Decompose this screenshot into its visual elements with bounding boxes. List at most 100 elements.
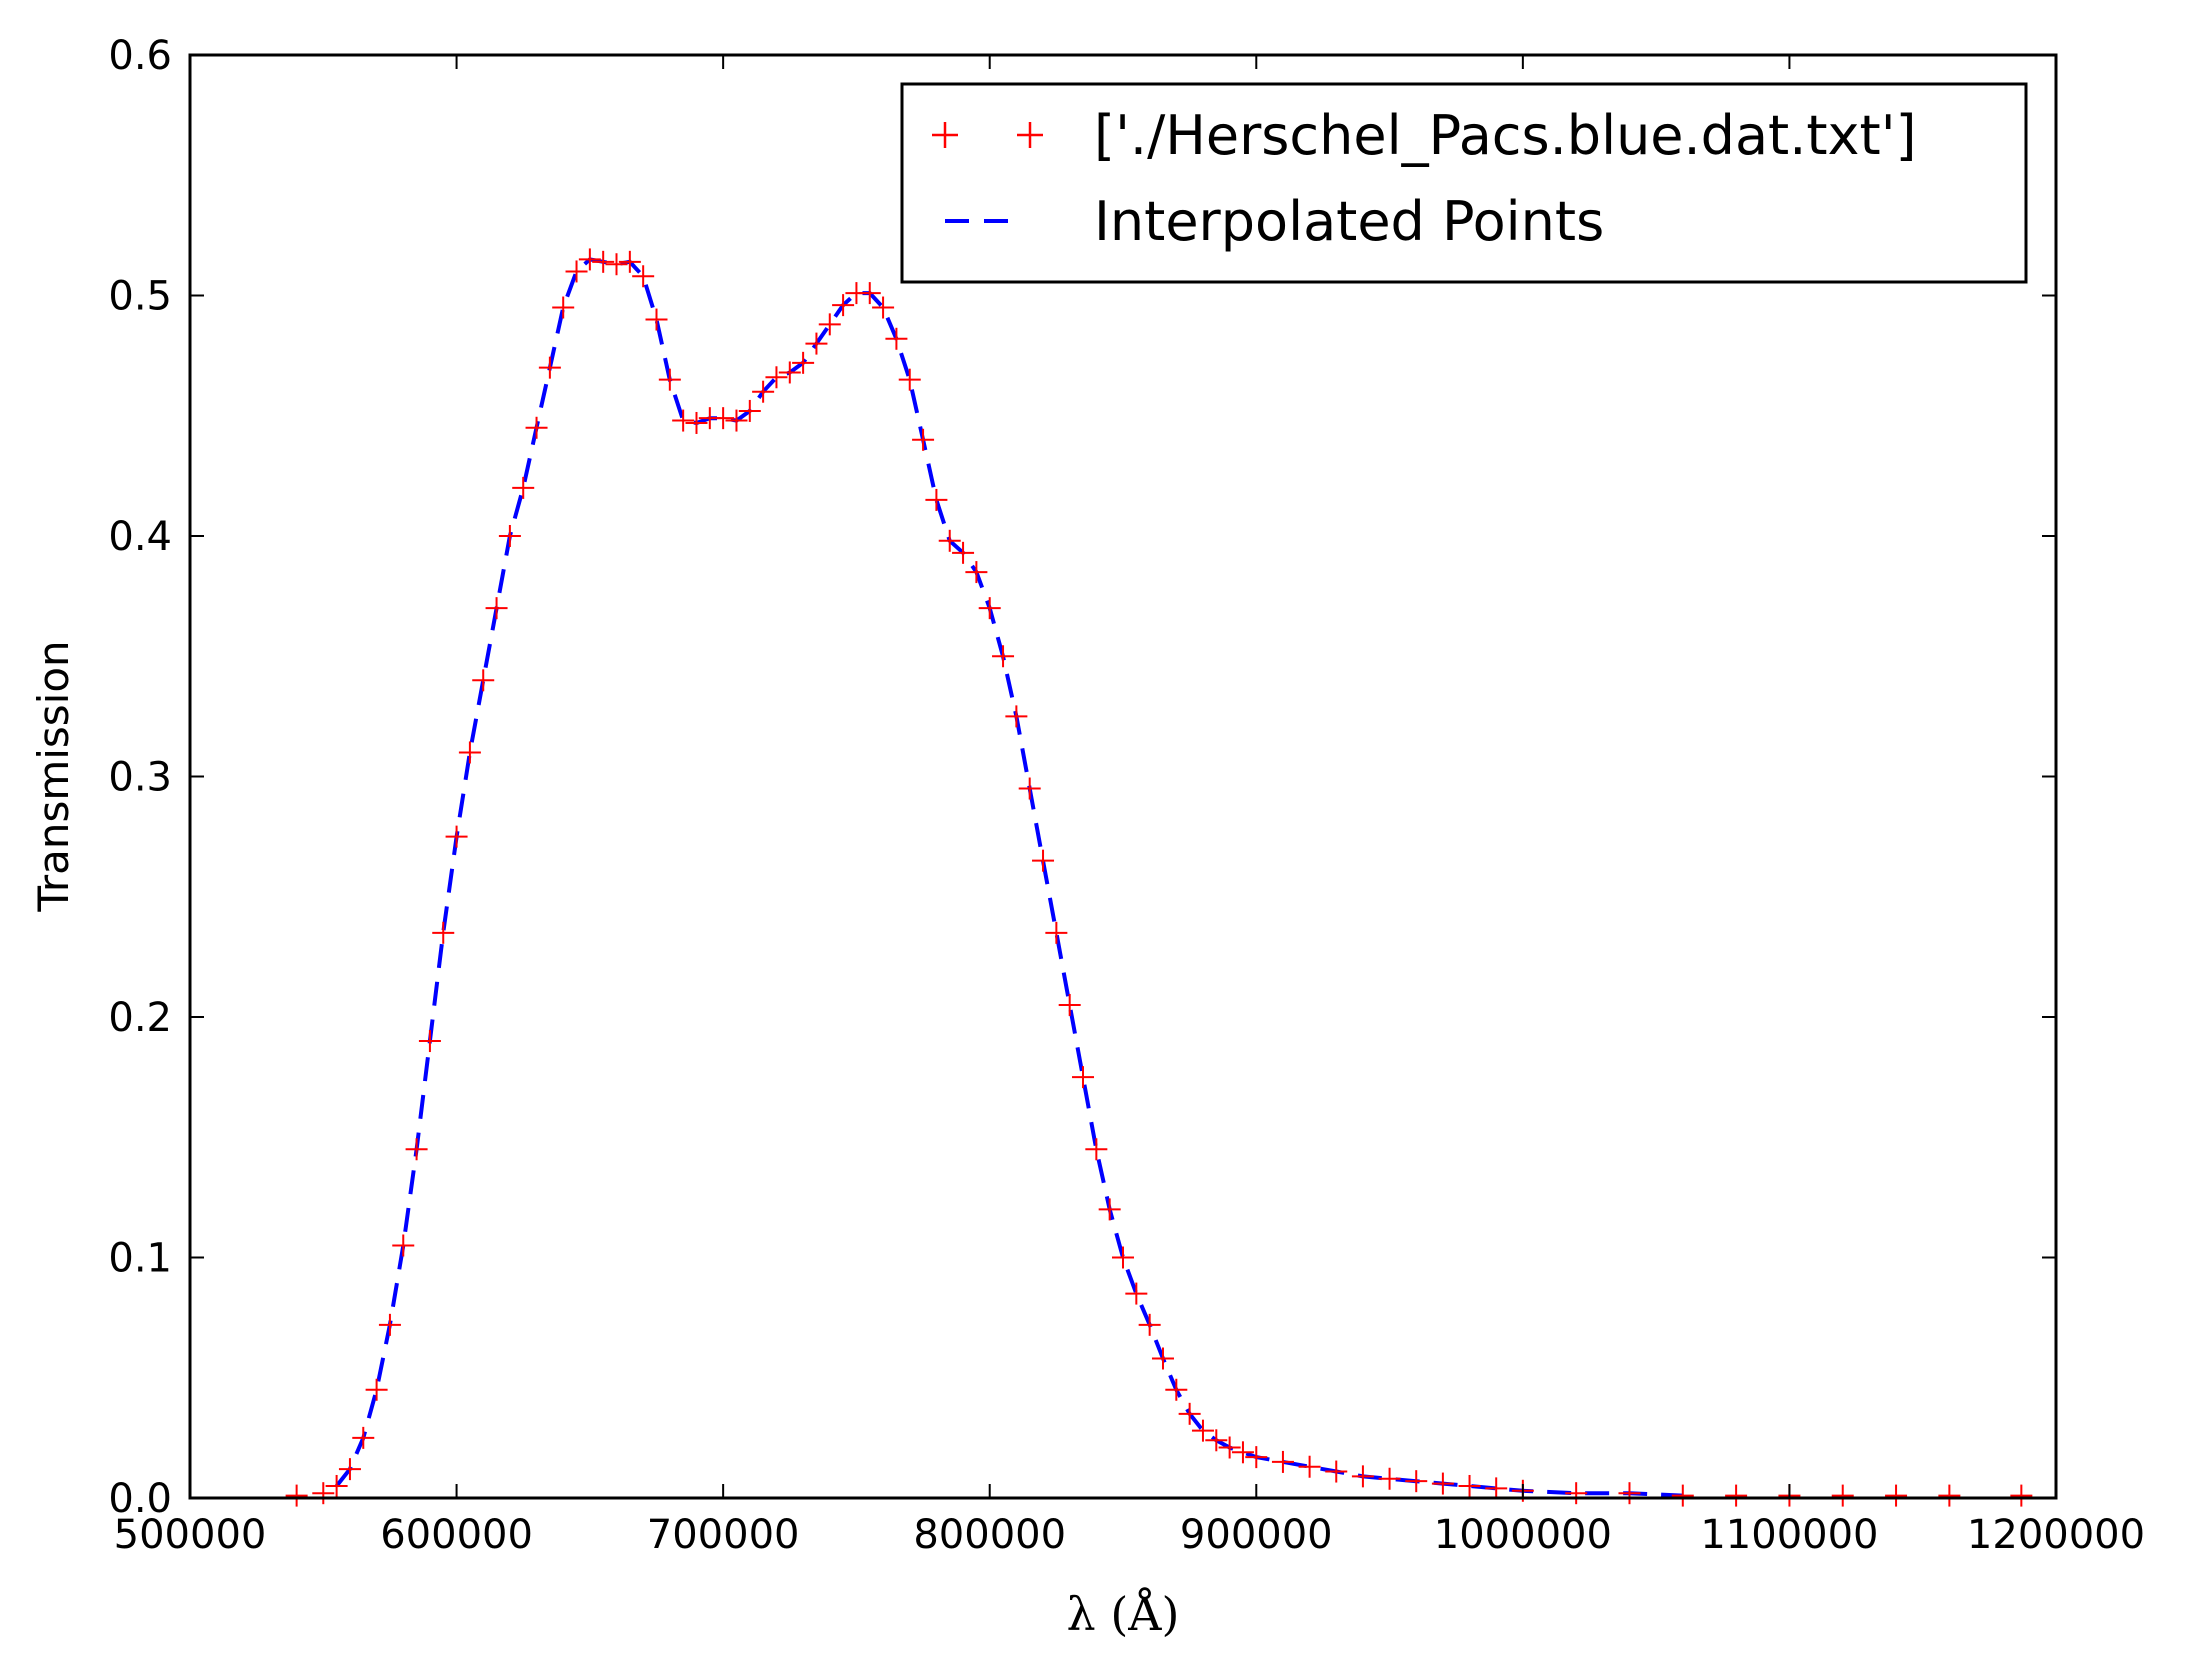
plot-frame <box>188 53 2058 1500</box>
data-point-marker <box>325 1474 348 1497</box>
data-point-marker <box>925 488 948 511</box>
x-tick-label: 1200000 <box>1967 1512 2145 1558</box>
data-point-marker <box>605 253 628 276</box>
data-point-marker <box>392 1234 415 1257</box>
data-point-marker <box>1405 1470 1428 1493</box>
data-point-marker <box>592 250 615 273</box>
legend: ['./Herschel_Pacs.blue.dat.txt'] Interpo… <box>900 82 2028 284</box>
data-point-marker <box>725 409 748 432</box>
ticks-layer: 500000 600000 700000 800000 900000 1000000 110… <box>108 33 2145 1558</box>
x-tick-label: 600000 <box>380 1512 533 1558</box>
x-tick-label: 1100000 <box>1700 1512 1878 1558</box>
data-point-marker <box>1032 849 1055 872</box>
data-point-marker <box>352 1426 375 1449</box>
data-point-marker <box>472 669 495 692</box>
data-point-marker <box>1271 1450 1294 1473</box>
data-point-marker <box>1351 1465 1374 1488</box>
data-point-marker <box>1298 1455 1321 1478</box>
y-axis-label: Transmission <box>29 640 78 912</box>
data-point-marker <box>1005 705 1028 728</box>
data-point-marker <box>538 356 561 379</box>
data-point-marker <box>952 541 975 564</box>
series-layer <box>285 248 2033 1507</box>
data-point-marker <box>1325 1460 1348 1483</box>
data-point-marker <box>1378 1467 1401 1490</box>
x-tick-label: 900000 <box>1180 1512 1333 1558</box>
data-point-marker <box>1125 1282 1148 1305</box>
data-point-marker <box>512 476 535 499</box>
data-point-marker <box>1058 993 1081 1016</box>
data-point-marker <box>1565 1482 1588 1505</box>
data-point-marker <box>1085 1138 1108 1161</box>
data-point-marker <box>285 1484 308 1507</box>
data-point-marker <box>685 411 708 434</box>
data-point-marker <box>618 250 641 273</box>
data-point-marker <box>658 368 681 391</box>
legend-label-interp: Interpolated Points <box>1094 190 1604 253</box>
data-point-marker <box>485 597 508 620</box>
data-point-marker <box>1245 1446 1268 1469</box>
data-point-marker <box>1098 1198 1121 1221</box>
data-point-marker <box>778 361 801 384</box>
data-point-marker <box>965 561 988 584</box>
legend-marker-data <box>932 122 1043 148</box>
data-point-marker <box>1671 1484 1694 1507</box>
data-point-marker <box>765 366 788 389</box>
data-point-marker <box>898 368 921 391</box>
data-point-marker <box>645 308 668 331</box>
data-point-marker <box>552 296 575 319</box>
data-point-marker <box>1938 1484 1961 1507</box>
y-tick-label: 0.2 <box>108 995 172 1041</box>
data-point-marker <box>885 327 908 350</box>
data-point-marker <box>832 294 855 317</box>
data-point-marker <box>712 407 735 430</box>
data-point-marker <box>992 645 1015 668</box>
data-point-marker <box>752 380 775 403</box>
data-point-marker <box>1165 1378 1188 1401</box>
data-point-marker <box>578 248 601 271</box>
data-point-marker <box>1218 1436 1241 1459</box>
data-point-marker <box>938 529 961 552</box>
data-point-marker <box>1151 1347 1174 1370</box>
data-point-marker <box>978 597 1001 620</box>
data-point-marker <box>1831 1484 1854 1507</box>
data-point-marker <box>1112 1246 1134 1269</box>
data-point-marker <box>445 825 468 848</box>
data-point-marker <box>1045 921 1068 944</box>
legend-box <box>900 82 2028 284</box>
x-tick-label: 1000000 <box>1434 1512 1612 1558</box>
legend-label-data: ['./Herschel_Pacs.blue.dat.txt'] <box>1094 104 1917 167</box>
data-point-marker <box>1018 777 1041 800</box>
data-point-marker <box>365 1378 388 1401</box>
data-point-marker <box>498 525 521 547</box>
data-point-marker <box>1178 1402 1201 1425</box>
data-point-marker <box>1205 1429 1228 1452</box>
data-point-marker <box>458 741 481 764</box>
data-point-marker <box>1072 1066 1095 1089</box>
data-point-marker <box>858 282 881 305</box>
data-point-marker <box>1725 1484 1748 1507</box>
data-point-marker <box>1431 1472 1454 1495</box>
data-point-marker <box>632 265 655 288</box>
data-point-marker <box>672 409 695 432</box>
data-point-marker <box>872 296 895 319</box>
data-point-marker <box>1138 1313 1161 1336</box>
y-tick-label: 0.4 <box>108 514 172 560</box>
data-point-marker <box>912 428 935 451</box>
data-point-marker <box>565 260 588 283</box>
y-tick-label: 0.3 <box>108 755 172 801</box>
data-point-marker <box>738 399 761 422</box>
x-tick-label: 700000 <box>647 1512 800 1558</box>
data-point-marker <box>312 1482 335 1505</box>
data-point-marker <box>1191 1419 1214 1442</box>
x-tick-label: 800000 <box>913 1512 1066 1558</box>
x-axis-label: λ (Å) <box>1067 1586 1180 1641</box>
data-point-marker <box>378 1313 401 1336</box>
series-line-interpolated <box>335 257 1683 1498</box>
y-tick-label: 0.6 <box>108 33 172 79</box>
data-point-marker <box>1485 1477 1508 1500</box>
data-point-marker <box>2010 1484 2033 1507</box>
data-point-marker <box>432 921 455 944</box>
data-point-marker <box>1618 1482 1641 1505</box>
